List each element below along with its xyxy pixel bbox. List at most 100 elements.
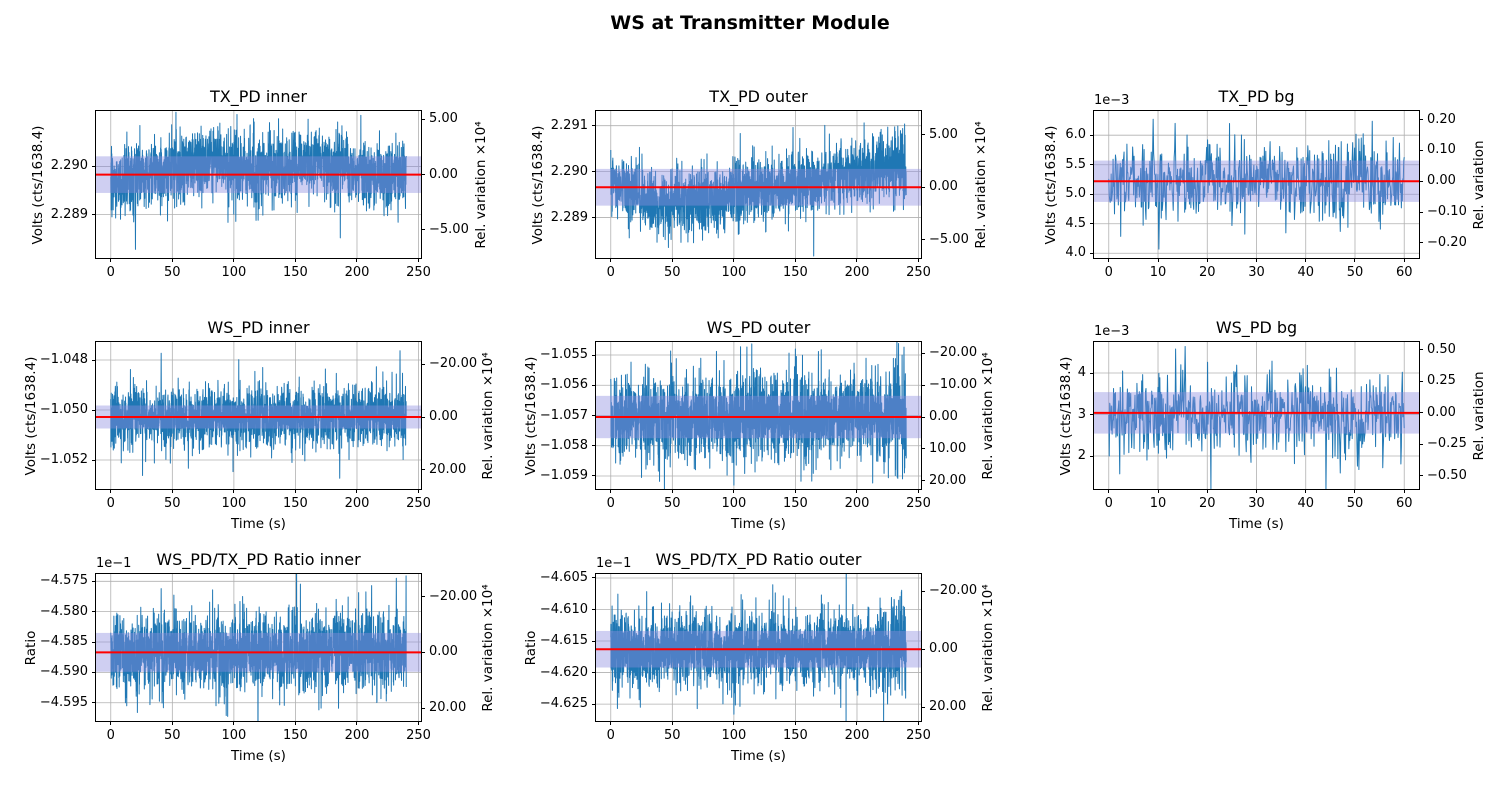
y-tick-label-right: 5.00: [929, 126, 958, 142]
x-tick-mark: [171, 721, 173, 725]
x-tick-mark: [1157, 489, 1159, 493]
y-axis-label-left: Volts (cts/1638.4): [22, 356, 39, 475]
x-tick-mark: [110, 489, 112, 493]
x-tick-label: 250: [906, 728, 931, 743]
x-tick-label: 50: [164, 496, 181, 511]
x-tick-mark: [610, 721, 612, 725]
y-tick-label-left: −1.055: [539, 346, 588, 362]
y-tick-mark-left: [592, 445, 596, 447]
x-tick-mark: [418, 721, 420, 725]
y-tick-label-left: −1.059: [539, 467, 588, 483]
y-tick-mark-right: [1419, 443, 1423, 445]
subplot-tx-pd-bg: TX_PD bg 1e−3 0 10 20 30 40 50 60 4.0 4.5 5.0 5.5 6.0…: [1043, 87, 1487, 280]
x-tick-label: 10: [1149, 496, 1167, 511]
y-tick-mark-left: [92, 165, 96, 167]
y-tick-mark-left: [592, 125, 596, 127]
y-tick-mark-left: [592, 354, 596, 356]
x-tick-label: 150: [283, 265, 308, 280]
x-tick-mark: [918, 721, 920, 725]
y-tick-label-left: −1.058: [539, 437, 588, 453]
x-tick-label: 10: [1149, 265, 1167, 280]
plot-area-tx-pd-inner: [96, 111, 421, 258]
y-tick-mark-right: [421, 707, 425, 709]
series-line-ws-pd-inner: [110, 350, 407, 479]
y-tick-label-left: 6.0: [1065, 126, 1086, 142]
x-tick-label: 50: [164, 265, 181, 280]
y-tick-label-right: 0.00: [429, 644, 458, 660]
x-tick-mark: [733, 258, 735, 262]
y-tick-mark-left: [592, 217, 596, 219]
x-tick-label: 50: [164, 728, 181, 743]
y-tick-mark-right: [921, 186, 925, 188]
plot-area-tx-pd-bg: [1094, 111, 1419, 258]
y-tick-label-left: −1.052: [39, 451, 88, 467]
y-axis-label-left: Volts (cts/1638.4): [30, 125, 46, 244]
y-tick-label-right: −20.00: [429, 356, 478, 372]
y-tick-mark-right: [1419, 180, 1423, 182]
y-tick-label-right: −0.20: [1427, 234, 1467, 250]
y-tick-mark-right: [1419, 211, 1423, 213]
x-axis-label: Time (s): [731, 748, 786, 764]
x-tick-mark: [733, 721, 735, 725]
subplot-ws-pd-inner: WS_PD inner 0 50 100 150 200 250 −1.048 −1.050 −1…: [23, 318, 497, 532]
x-tick-mark: [671, 489, 673, 493]
x-tick-label: 30: [1248, 496, 1265, 511]
plot-area-ratio-inner: [96, 574, 421, 721]
y-tick-label-right: −5.00: [429, 221, 469, 237]
x-tick-mark: [610, 489, 612, 493]
y-tick-label-left: −4.575: [39, 573, 88, 589]
x-tick-mark: [1403, 489, 1405, 493]
y-tick-label-right: 0.20: [1427, 111, 1456, 127]
x-tick-label: 150: [283, 496, 308, 511]
x-tick-label: 50: [664, 496, 681, 511]
y-tick-label-left: 2.291: [550, 117, 588, 133]
y-tick-label-right: 20.00: [429, 699, 467, 715]
x-tick-mark: [1305, 258, 1307, 262]
x-tick-label: 60: [1395, 496, 1413, 511]
x-tick-mark: [356, 258, 358, 262]
y-tick-label-right: 0.10: [1427, 142, 1456, 158]
y-tick-label-right: −20.00: [929, 344, 978, 360]
y-tick-mark-left: [1090, 252, 1094, 254]
y-tick-label-left: −4.625: [539, 695, 588, 711]
y-tick-label-left: −4.605: [539, 569, 588, 585]
y-axis-label-right: Rel. variation ×10⁴: [980, 583, 997, 712]
x-tick-mark: [1108, 489, 1110, 493]
x-tick-mark: [233, 721, 235, 725]
x-tick-label: 200: [844, 496, 870, 511]
x-tick-label: 250: [906, 265, 931, 280]
y-tick-label-right: −5.00: [929, 231, 969, 247]
y-tick-label-left: 4.0: [1065, 245, 1086, 261]
subplot-title: WS_PD bg: [1215, 318, 1298, 337]
x-tick-mark: [233, 258, 235, 262]
y-axis-label-right: Rel. variation ×10⁴: [473, 120, 489, 249]
y-tick-mark-left: [92, 409, 96, 411]
y-tick-mark-left: [92, 641, 96, 643]
x-tick-label: 200: [344, 728, 370, 743]
plot-area-ratio-outer: [596, 574, 921, 721]
x-tick-label: 0: [606, 496, 615, 511]
series-line-ratio-outer: [610, 574, 907, 721]
x-tick-label: 200: [844, 728, 870, 743]
x-tick-label: 0: [1104, 265, 1113, 280]
y-tick-label-left: −1.048: [39, 351, 88, 367]
y-tick-mark-right: [1419, 242, 1423, 244]
y-tick-label-right: 20.00: [929, 699, 967, 715]
subplot-title: WS_PD/TX_PD Ratio inner: [156, 550, 361, 569]
x-tick-mark: [418, 258, 420, 262]
axis-offset-label: 1e−3: [1094, 93, 1130, 108]
x-tick-label: 50: [664, 265, 681, 280]
y-tick-label-left: 2: [1077, 447, 1086, 463]
x-tick-mark: [418, 489, 420, 493]
y-tick-mark-left: [592, 609, 596, 610]
axis-offset-label: 1e−3: [1094, 324, 1130, 339]
x-axis-label: Time (s): [231, 748, 286, 764]
y-tick-mark-left: [592, 577, 596, 579]
x-tick-label: 0: [1104, 496, 1113, 511]
x-tick-mark: [294, 721, 296, 725]
y-tick-mark-right: [421, 118, 425, 120]
x-tick-label: 150: [783, 496, 808, 511]
subplot-tx-pd-outer: TX_PD outer 0 50 100 150 200 250 2.289 2.290 2.29…: [530, 87, 989, 280]
y-axis-label-left: Volts (cts/1638.4): [1042, 125, 1059, 244]
